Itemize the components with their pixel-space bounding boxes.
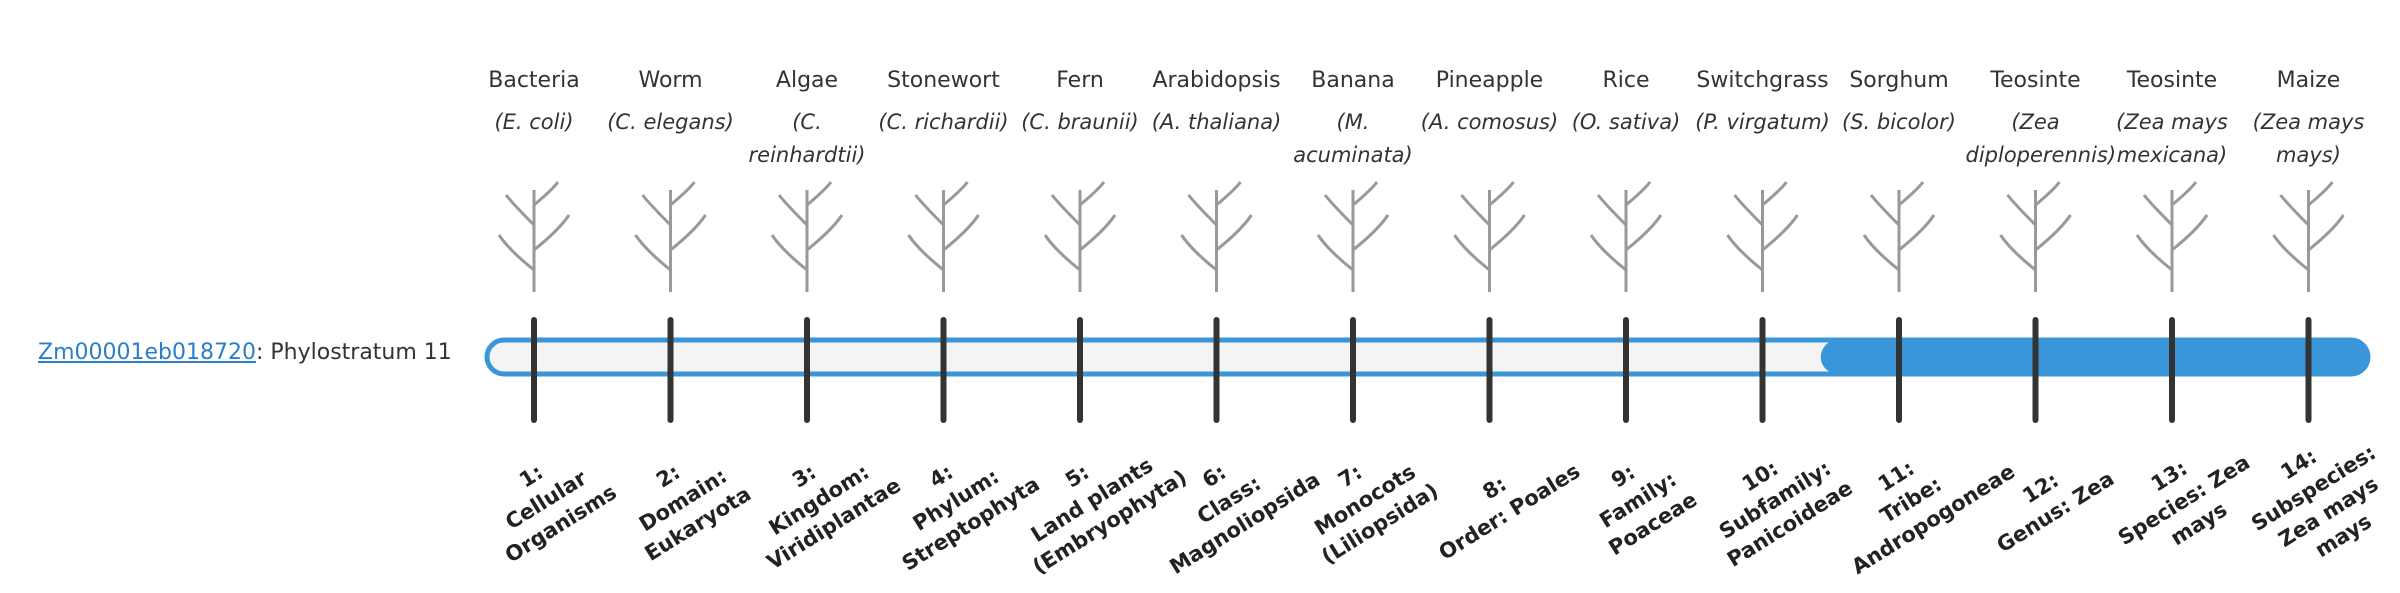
organism-species: (Zea mays mexicana) [2116,110,2228,167]
organism-species: (S. bicolor) [1842,110,1956,134]
organism-icon [1862,181,1936,292]
organism-species: (Zea diploperennis) [1965,110,2117,167]
organism-name: Switchgrass [1696,68,1829,93]
organism-name: Worm [638,68,703,93]
organism-icon [770,181,844,292]
icon-stroke [907,181,980,292]
icon-stroke [1043,181,1117,292]
icon-stroke [2135,181,2209,292]
organism-icon [1999,181,2072,292]
phylostratum-label: : Phylostratum 11 [255,340,452,365]
organism-name: Rice [1602,68,1650,93]
organism-icon [1043,181,1117,292]
organism-species: (C. braunii) [1021,110,1139,134]
organism-icon [634,181,707,292]
organism-name: Bacteria [488,68,580,93]
icon-stroke [1316,181,1390,292]
organism-species: (E. coli) [494,110,574,134]
icon-stroke [1999,181,2072,292]
organism-name: Teosinte [1990,68,2081,93]
organism-icon [497,181,571,292]
icon-stroke [2272,181,2345,292]
organism-name: Algae [775,68,839,93]
organism-species: (A. comosus) [1420,110,1559,134]
icon-stroke [497,181,571,292]
icon-stroke [770,181,844,292]
organism-name: Sorghum [1849,68,1949,93]
organism-icon [1589,181,1663,292]
organism-species: (A. thaliana) [1151,110,1282,134]
organism-name: Stonewort [887,68,1000,93]
page: Zm00001eb018720: Phylostratum 11 (() => … [38,68,2382,579]
organism-icon [1726,181,1799,292]
icon-stroke [1726,181,1799,292]
organism-name: Teosinte [2126,68,2218,93]
organism-species: (O. sativa) [1571,110,1681,134]
organism-icon [2272,181,2345,292]
organism-name: Fern [1056,68,1104,93]
timeline [484,181,2371,423]
icon-stroke [1589,181,1663,292]
organism-icon [1453,181,1526,292]
organism-species: (P. virgatum) [1695,110,1830,134]
organism-species: (C. reinhardtii) [748,110,866,167]
gene-link[interactable]: Zm00001eb018720 [38,340,256,365]
icon-stroke [1453,181,1526,292]
icon-stroke [634,181,707,292]
organism-species: (C. elegans) [607,110,734,134]
organism-icon [1316,181,1390,292]
organism-name: Arabidopsis [1152,68,1281,93]
organism-species: (Zea mays mays) [2252,110,2365,167]
organism-icon [907,181,980,292]
organism-icon [2135,181,2209,292]
icon-stroke [1862,181,1936,292]
organism-name: Pineapple [1435,68,1544,93]
organism-species: (M. acuminata) [1293,110,1413,167]
organism-icon [1180,181,1253,292]
organism-species: (C. richardii) [878,110,1009,134]
timeline-fill [1820,340,2368,374]
organism-name: Maize [2276,68,2341,93]
gene-label: Zm00001eb018720: Phylostratum 11 [38,340,452,365]
organism-name: Banana [1311,68,1395,93]
icon-stroke [1180,181,1253,292]
